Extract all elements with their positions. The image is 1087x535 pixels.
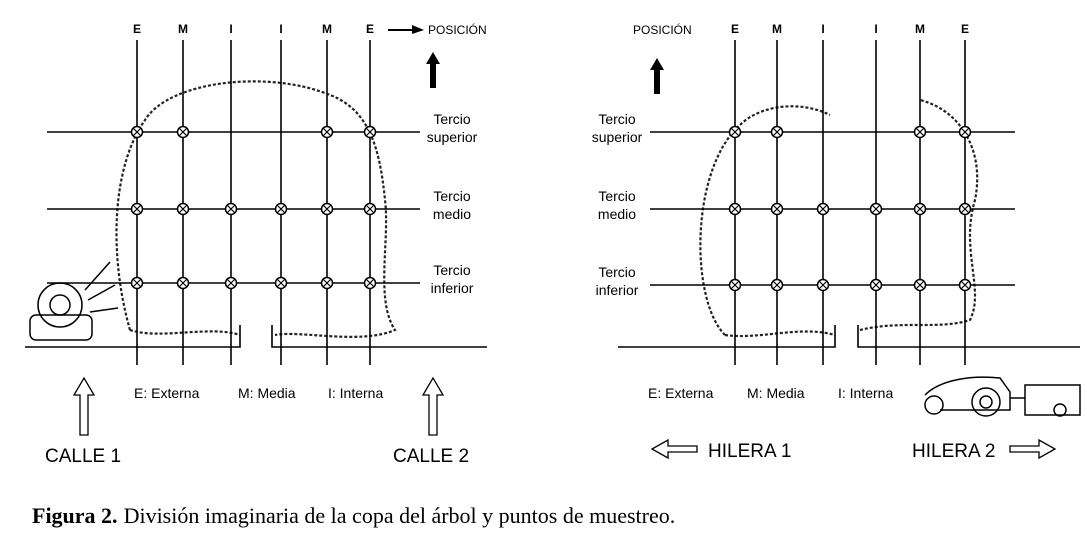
sample-cross [730, 204, 740, 214]
sample-cross [132, 204, 142, 214]
sample-cross [871, 280, 881, 290]
row-label: Tercio [598, 264, 636, 280]
sample-cross [178, 127, 188, 137]
ground [25, 325, 1080, 348]
column-label: E [133, 22, 141, 36]
row-label: medio [598, 206, 636, 222]
caption: Figura 2. División imaginaria de la copa … [32, 503, 675, 528]
row-label: medio [433, 206, 471, 222]
legend-item: M: Media [747, 385, 805, 401]
sample-cross [818, 280, 828, 290]
sample-cross [960, 204, 970, 214]
caption-text: División imaginaria de la copa del árbol… [124, 503, 676, 528]
sample-cross [960, 280, 970, 290]
sample-cross [772, 204, 782, 214]
column-label: E [731, 22, 739, 36]
sample-cross [772, 127, 782, 137]
lane-arrow [650, 438, 1057, 460]
sample-cross [132, 278, 142, 288]
column-label: E [366, 22, 374, 36]
row-label: Tercio [433, 262, 471, 278]
row-label: inferior [431, 280, 474, 296]
position-label: POSICIÓN [428, 22, 487, 37]
sample-cross [960, 127, 970, 137]
sample-cross [365, 278, 375, 288]
sample-cross [915, 204, 925, 214]
column-label: M [322, 22, 332, 36]
sample-cross [226, 204, 236, 214]
column-label: I [874, 22, 877, 36]
row-label: superior [427, 129, 478, 145]
sample-cross [915, 280, 925, 290]
position-label: POSICIÓN [633, 22, 692, 37]
lane-label: CALLE 2 [393, 446, 469, 467]
row-label: inferior [596, 282, 639, 298]
legend-item: E: Externa [648, 385, 714, 401]
sprayer-icon [29, 261, 119, 341]
arrow-up [426, 52, 440, 88]
tractor-icon [924, 376, 1081, 417]
sample-cross [226, 278, 236, 288]
canopy-left [115, 80, 397, 338]
legend-item: I: Interna [838, 385, 893, 401]
row-label: Tercio [433, 188, 471, 204]
sample-cross [772, 280, 782, 290]
column-label: M [178, 22, 188, 36]
caption-label: Figura 2. [32, 503, 118, 528]
lane-label: HILERA 1 [708, 441, 791, 462]
sample-cross [915, 127, 925, 137]
column-label: I [279, 22, 282, 36]
column-label: E [961, 22, 969, 36]
sample-cross [322, 127, 332, 137]
sample-cross [178, 204, 188, 214]
sample-cross [365, 127, 375, 137]
sample-cross [322, 204, 332, 214]
sample-cross [730, 127, 740, 137]
column-label: M [772, 22, 782, 36]
lane-label: HILERA 2 [912, 441, 995, 462]
row-label: Tercio [433, 111, 471, 127]
sample-cross [730, 280, 740, 290]
sample-cross [276, 204, 286, 214]
legend-item: E: Externa [134, 385, 200, 401]
column-label: I [821, 22, 824, 36]
lane-label: CALLE 1 [45, 446, 121, 467]
row-label: Tercio [598, 188, 636, 204]
column-label: M [915, 22, 925, 36]
sample-cross [818, 204, 828, 214]
arrow-right [388, 25, 424, 34]
sample-cross [132, 127, 142, 137]
legend-item: M: Media [238, 385, 296, 401]
canopy-right [699, 98, 979, 338]
sample-cross [276, 278, 286, 288]
sample-cross [365, 204, 375, 214]
sample-cross [178, 278, 188, 288]
sample-cross [322, 278, 332, 288]
column-label: I [229, 22, 232, 36]
arrow-up [650, 58, 664, 94]
sample-cross [871, 204, 881, 214]
legend-item: I: Interna [328, 385, 383, 401]
row-label: superior [592, 129, 643, 145]
row-label: Tercio [598, 111, 636, 127]
lane-arrow [72, 376, 445, 436]
